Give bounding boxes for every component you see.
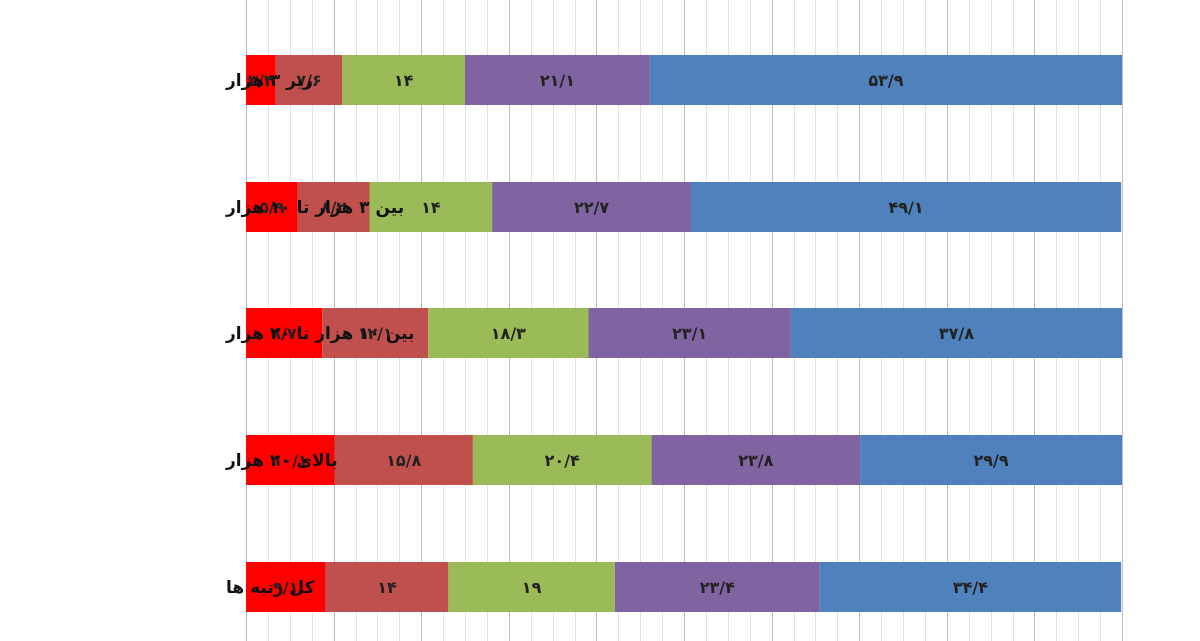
- bar-segment: [860, 435, 1122, 485]
- bar-segment: [819, 562, 1122, 612]
- data-label: ۵/۹: [259, 198, 285, 217]
- data-label: ۷/۶: [296, 71, 321, 90]
- bar-segment: [588, 308, 791, 358]
- bar-segment: [465, 55, 650, 105]
- bar-segment: [651, 435, 861, 485]
- bar-segment: [614, 562, 820, 612]
- data-label: ۱۴: [421, 198, 441, 217]
- bar-segment: [790, 308, 1122, 358]
- bar-segment: [428, 308, 589, 358]
- data-label: ۱۴: [394, 71, 414, 90]
- bar-segment: [246, 435, 335, 485]
- bar-segment: [246, 182, 298, 232]
- data-label: ۵۳/۹: [868, 71, 903, 90]
- bar-segment: [325, 562, 449, 612]
- data-label: ۱۰/۱: [273, 451, 308, 470]
- bar-segment: [369, 182, 493, 232]
- bar-segment: [275, 55, 343, 105]
- data-label: ۳۴/۴: [953, 578, 988, 597]
- data-label: ۲۳/۱: [672, 324, 707, 343]
- category-label: بین ۱۰ هزار تا ۲۰ هزار: [225, 324, 414, 344]
- data-label: ۱۸/۳: [491, 324, 526, 343]
- bar-segment: [246, 308, 323, 358]
- data-label: ۱۹: [522, 578, 542, 597]
- category-label: بین ۳ هزار تا ۱۰ هزار: [225, 198, 404, 218]
- data-label: ۸/۲: [321, 198, 347, 217]
- data-label: ۳/۴: [248, 71, 274, 90]
- category-label: کل رتبه ها: [226, 578, 315, 598]
- data-label: ۴۹/۱: [888, 198, 923, 217]
- bar-segment: [297, 182, 370, 232]
- data-label: ۱۴: [377, 578, 397, 597]
- category-labels: زیر ۳ هزار بین ۳ هزار تا ۱۰ هزار بین ۱۰ هز…: [225, 71, 414, 598]
- data-label: ۲۳/۴: [700, 578, 735, 597]
- bars: ۳/۴ ۷/۶ ۱۴ ۲۱/۱ ۵۳/۹ ۵/۹ ۸/۲ ۱۴ ۲۲/۷ ۴۹/۱ ۸/۷ ۱۲/۱ ۱…: [246, 55, 1122, 612]
- bar-segment: [492, 182, 692, 232]
- category-label: زیر ۳ هزار: [225, 71, 313, 91]
- data-label: ۱۲/۱: [358, 324, 393, 343]
- data-label: ۸/۷: [271, 324, 297, 343]
- bar-segment: [448, 562, 615, 612]
- bar-segment: [649, 55, 1122, 105]
- bar-segment: [334, 435, 473, 485]
- bar-segment: [342, 55, 465, 105]
- data-label: ۲۰/۴: [545, 451, 580, 470]
- bar-segment: [246, 562, 326, 612]
- bar-segment: [691, 182, 1122, 232]
- data-label: ۳۷/۸: [939, 324, 974, 343]
- data-label: ۲۳/۸: [738, 451, 773, 470]
- category-label: بالای ۲۰ هزار: [225, 451, 338, 471]
- bar-segment: [472, 435, 652, 485]
- data-label: ۲۱/۱: [540, 71, 575, 90]
- data-label: ۲۲/۷: [574, 198, 609, 217]
- data-label: ۱۵/۸: [386, 451, 421, 470]
- bar-segment: [246, 55, 276, 105]
- bar-segment: [322, 308, 429, 358]
- data-label: ۲۹/۹: [973, 451, 1008, 470]
- data-label: ۹/۱: [273, 578, 298, 597]
